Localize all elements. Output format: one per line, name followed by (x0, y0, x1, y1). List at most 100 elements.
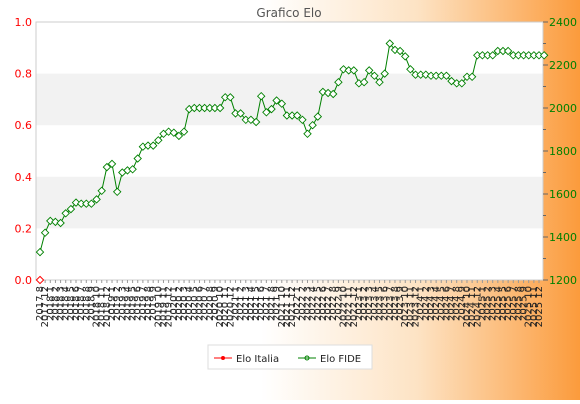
elo-fide-point (35, 247, 45, 257)
x-tick-label: 2025 1 (477, 286, 488, 321)
x-tick-label: 2021 4 (246, 286, 257, 321)
x-tick-label: 2023 5 (375, 286, 386, 321)
x-tick-label: 2024 8 (452, 286, 463, 321)
x-tick-label: 2025 9 (519, 286, 530, 321)
plot-background (36, 22, 543, 280)
x-tick-label: 2018 5 (66, 286, 77, 321)
elo-fide-point (148, 141, 158, 150)
y-left-tick-label: 0.0 (15, 274, 33, 287)
series-elo-italia (35, 275, 45, 285)
x-tick-label: 2021 6 (256, 286, 267, 321)
x-tick-label: 2024 4 (431, 286, 442, 321)
x-tick-label: 2018 11 (97, 286, 108, 327)
x-tick-label: 2020 6 (194, 286, 205, 321)
y-left-tick-label: 0.2 (15, 222, 33, 235)
x-tick-label: 2018 3 (56, 286, 67, 321)
elo-fide-point (87, 199, 96, 208)
x-tick-label: 2021 5 (251, 286, 262, 321)
x-tick-label: 2022 11 (344, 286, 355, 327)
elo-fide-point (395, 46, 405, 56)
x-tick-label: 2019 11 (158, 286, 169, 327)
x-tick-label: 2022 10 (339, 286, 350, 327)
x-tick-label: 2021 8 (266, 286, 277, 321)
x-tick-label: 2021 12 (287, 286, 298, 327)
elo-fide-point (179, 127, 189, 136)
x-tick-label: 2017 8 (35, 286, 46, 321)
legend-box (207, 344, 373, 370)
elo-fide-point (256, 91, 266, 101)
x-tick-label: 2023 8 (390, 286, 401, 321)
legend-dot-elo-italia (221, 356, 225, 360)
x-tick-label: 2017 12 (40, 286, 51, 327)
x-tick-label: 2019 8 (143, 286, 154, 321)
x-tick-label: 2023 3 (364, 286, 375, 321)
chart-title: Grafico Elo (256, 6, 321, 20)
elo-fide-point (313, 112, 323, 121)
x-tick-label: 2019 9 (148, 286, 159, 321)
x-tick-label: 2020 5 (189, 286, 200, 321)
elo-fide-point (400, 52, 410, 61)
x-tick-label: 2019 7 (138, 286, 149, 321)
x-tick-label: 2018 8 (81, 286, 92, 321)
x-tick-label: 2019 10 (153, 286, 164, 327)
y-right-tick-label: 2200 (549, 59, 577, 72)
x-tick-label: 2025 8 (513, 286, 524, 321)
elo-fide-point (154, 136, 163, 145)
elo-fide-point (40, 228, 50, 237)
x-tick-label: 2024 5 (436, 286, 447, 321)
elo-fide-point (349, 66, 359, 75)
x-tick-label: 2019 3 (117, 286, 128, 321)
x-tick-label: 2019 1 (107, 286, 118, 321)
elo-fide-point (215, 103, 225, 113)
x-tick-label: 2018 12 (102, 286, 113, 327)
y-left-tick-label: 0.6 (15, 119, 33, 132)
y-left-tick-label: 0.8 (15, 68, 33, 81)
x-tick-label: 2024 9 (457, 286, 468, 321)
x-tick-label: 2018 9 (86, 286, 97, 321)
x-tick-label: 2022 9 (333, 286, 344, 321)
elo-fide-point (92, 195, 101, 204)
elo-fide-point (97, 186, 106, 196)
elo-fide-point (503, 46, 513, 56)
x-tick-label: 2022 3 (303, 286, 314, 321)
x-tick-label: 2023 7 (385, 286, 396, 321)
elo-fide-point (539, 51, 549, 60)
y-right-tick-label: 2000 (549, 102, 577, 115)
x-tick-label: 2022 8 (328, 286, 339, 321)
x-tick-label: 2021 10 (277, 286, 288, 327)
x-tick-label: 2023 2 (359, 286, 370, 321)
x-tick-label: 2025 6 (503, 286, 514, 321)
elo-fide-point (107, 159, 117, 169)
x-tick-label: 2024 6 (441, 286, 452, 321)
y-left-tick-label: 0.4 (15, 171, 33, 184)
x-tick-label: 2023 9 (395, 286, 406, 321)
y-right-tick-label: 1800 (549, 145, 577, 158)
x-tick-label: 2024 10 (462, 286, 473, 327)
x-tick-label: 2023 11 (405, 286, 416, 327)
x-tick-label: 2020 7 (200, 286, 211, 321)
x-tick-label: 2022 4 (308, 286, 319, 321)
elo-fide-point (421, 70, 431, 79)
elo-fide-point (380, 69, 389, 78)
elo-fide-point (102, 162, 112, 172)
elo-fide-point (66, 204, 76, 214)
x-tick-label: 2020 12 (225, 286, 236, 327)
elo-fide-point (251, 117, 261, 127)
elo-fide-point (262, 108, 271, 117)
elo-fide-point (467, 72, 477, 82)
x-tick-label: 2022 5 (313, 286, 324, 321)
series-elo-fide (35, 39, 549, 257)
x-tick-label: 2020 2 (174, 286, 185, 321)
grid-band (36, 73, 543, 126)
x-tick-label: 2025 10 (524, 286, 535, 327)
x-tick-label: 2025 7 (508, 286, 519, 321)
x-tick-label: 2018 2 (50, 286, 61, 321)
x-tick-label: 2024 3 (426, 286, 437, 321)
elo-fide-point (328, 89, 338, 99)
elo-fide-point (457, 79, 467, 88)
x-tick-label: 2024 11 (467, 286, 478, 327)
x-tick-label: 2023 12 (411, 286, 422, 327)
x-tick-label: 2024 12 (472, 286, 483, 327)
